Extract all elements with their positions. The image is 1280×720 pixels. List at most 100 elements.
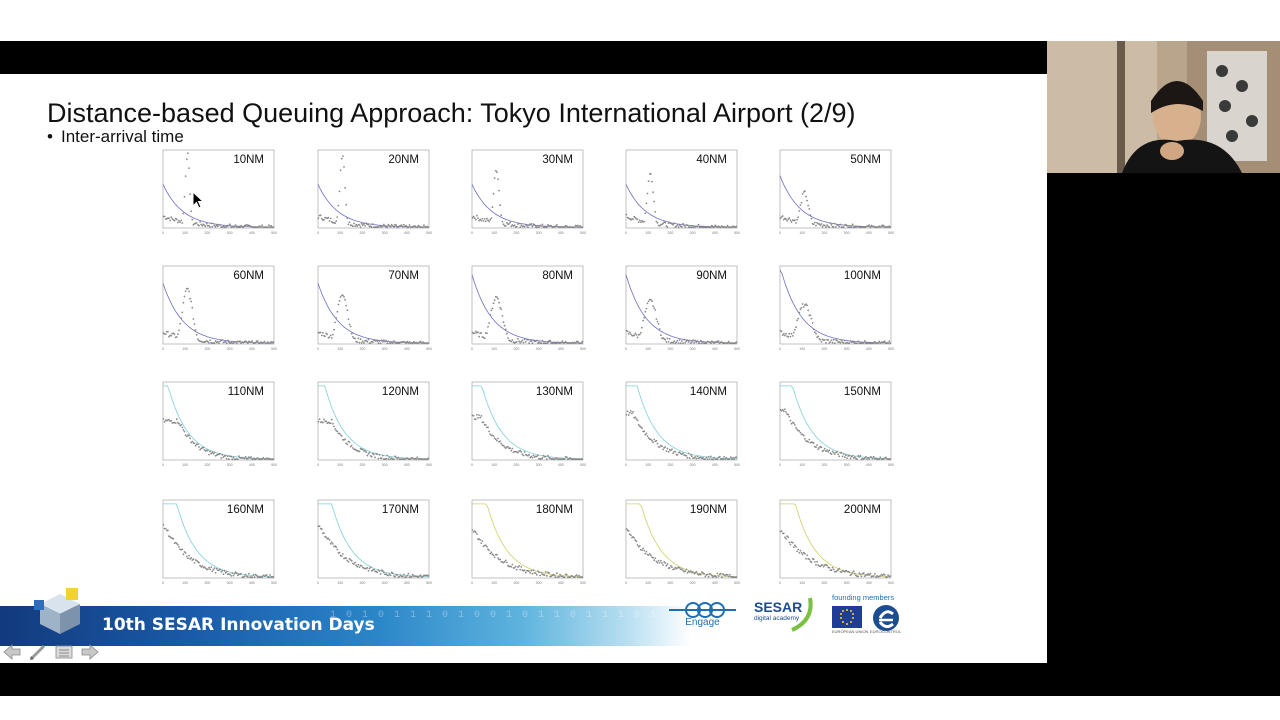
- scatter-point: [543, 574, 546, 576]
- menu-icon[interactable]: [54, 643, 74, 661]
- scatter-point: [189, 193, 191, 196]
- scatter-point: [531, 342, 534, 345]
- scatter-point: [179, 322, 181, 325]
- scatter-point: [472, 215, 475, 218]
- scatter-point: [211, 225, 214, 228]
- scatter-point: [163, 420, 166, 423]
- scatter-point: [878, 340, 881, 343]
- scatter-point: [642, 319, 644, 322]
- scatter-point: [204, 225, 207, 228]
- scatter-point: [530, 455, 533, 458]
- pen-icon[interactable]: [28, 643, 48, 661]
- x-tick-label: 200: [359, 347, 365, 351]
- scatter-point: [396, 457, 399, 460]
- scatter-point: [226, 455, 229, 458]
- scatter-point: [256, 340, 259, 342]
- scatter-point: [202, 223, 205, 226]
- scatter-point: [195, 222, 198, 224]
- scatter-point: [825, 226, 827, 228]
- scatter-point: [391, 225, 394, 227]
- scatter-point: [509, 221, 512, 224]
- scatter-point: [647, 437, 650, 439]
- scatter-point: [715, 576, 718, 579]
- chart-plot: 0 100 200 300 400 500: [162, 499, 277, 585]
- x-tick-label: 200: [513, 463, 519, 467]
- x-tick-label: 200: [359, 231, 365, 235]
- scatter-point: [817, 448, 820, 450]
- scatter-point: [658, 328, 661, 330]
- scatter-point: [716, 572, 719, 575]
- scatter-point: [641, 427, 643, 430]
- x-tick-label: 0: [317, 347, 319, 351]
- x-tick-label: 100: [491, 463, 497, 467]
- scatter-point: [565, 573, 568, 576]
- scatter-point: [650, 438, 652, 441]
- scatter-point: [642, 547, 644, 550]
- arrow-left-icon[interactable]: [2, 643, 22, 661]
- scatter-point: [579, 224, 581, 227]
- scatter-point: [866, 574, 868, 576]
- scatter-point: [496, 296, 498, 298]
- mouse-cursor-icon: [192, 191, 204, 209]
- scatter-point: [347, 318, 350, 321]
- scatter-point: [320, 217, 323, 220]
- scatter-point: [406, 457, 409, 459]
- scatter-point: [833, 222, 836, 225]
- scatter-point: [652, 556, 654, 559]
- scatter-point: [519, 449, 522, 452]
- letterbox-top: [0, 41, 1047, 74]
- scatter-point: [527, 339, 529, 341]
- scatter-point: [349, 445, 352, 448]
- x-tick-label: 500: [888, 581, 894, 585]
- scatter-point: [666, 447, 669, 450]
- chart-panel-label: 200NM: [843, 504, 881, 516]
- scatter-point: [338, 190, 341, 193]
- scatter-point: [510, 340, 513, 343]
- scatter-point: [698, 342, 701, 345]
- x-tick-label: 300: [227, 581, 233, 585]
- scatter-point: [782, 410, 785, 413]
- scatter-point: [714, 575, 717, 578]
- scatter-point: [206, 340, 209, 343]
- eurocontrol-logo-icon: [873, 605, 899, 631]
- scatter-point: [203, 566, 206, 568]
- x-tick-label: 200: [359, 581, 365, 585]
- scatter-point: [491, 553, 494, 556]
- scatter-point: [354, 225, 356, 227]
- scatter-point: [473, 530, 476, 532]
- scatter-point: [865, 455, 867, 458]
- scatter-point: [191, 218, 194, 221]
- scatter-point: [867, 456, 869, 459]
- arrow-right-icon[interactable]: [80, 643, 100, 661]
- scatter-point: [578, 574, 580, 577]
- x-tick-label: 500: [271, 581, 277, 585]
- scatter-point: [565, 456, 568, 458]
- scatter-point: [498, 189, 500, 192]
- x-tick-label: 100: [182, 231, 188, 235]
- scatter-point: [170, 334, 173, 337]
- scatter-point: [202, 446, 205, 449]
- chart-plot: 0 100 200 300 400 500: [471, 265, 586, 351]
- x-tick-label: 200: [204, 581, 210, 585]
- scatter-point: [853, 456, 856, 459]
- scatter-point: [471, 529, 474, 531]
- scatter-point: [519, 568, 522, 571]
- x-tick-label: 500: [271, 231, 277, 235]
- scatter-point: [197, 338, 199, 341]
- plot-frame: [625, 149, 738, 229]
- scatter-point: [782, 332, 785, 335]
- scatter-point: [666, 226, 669, 228]
- scatter-point: [868, 573, 871, 576]
- chart-panel: 0 100 200 300 400 500 190NM: [611, 494, 741, 590]
- plot-frame: [471, 381, 584, 461]
- scatter-point: [416, 456, 419, 459]
- x-tick-label: 0: [471, 231, 473, 235]
- scatter-point: [225, 342, 228, 345]
- scatter-point: [214, 571, 217, 574]
- scatter-point: [540, 571, 543, 574]
- scatter-point: [197, 443, 199, 446]
- scatter-point: [868, 224, 871, 226]
- scatter-point: [483, 218, 486, 220]
- scatter-point: [646, 192, 649, 195]
- scatter-point: [534, 572, 537, 574]
